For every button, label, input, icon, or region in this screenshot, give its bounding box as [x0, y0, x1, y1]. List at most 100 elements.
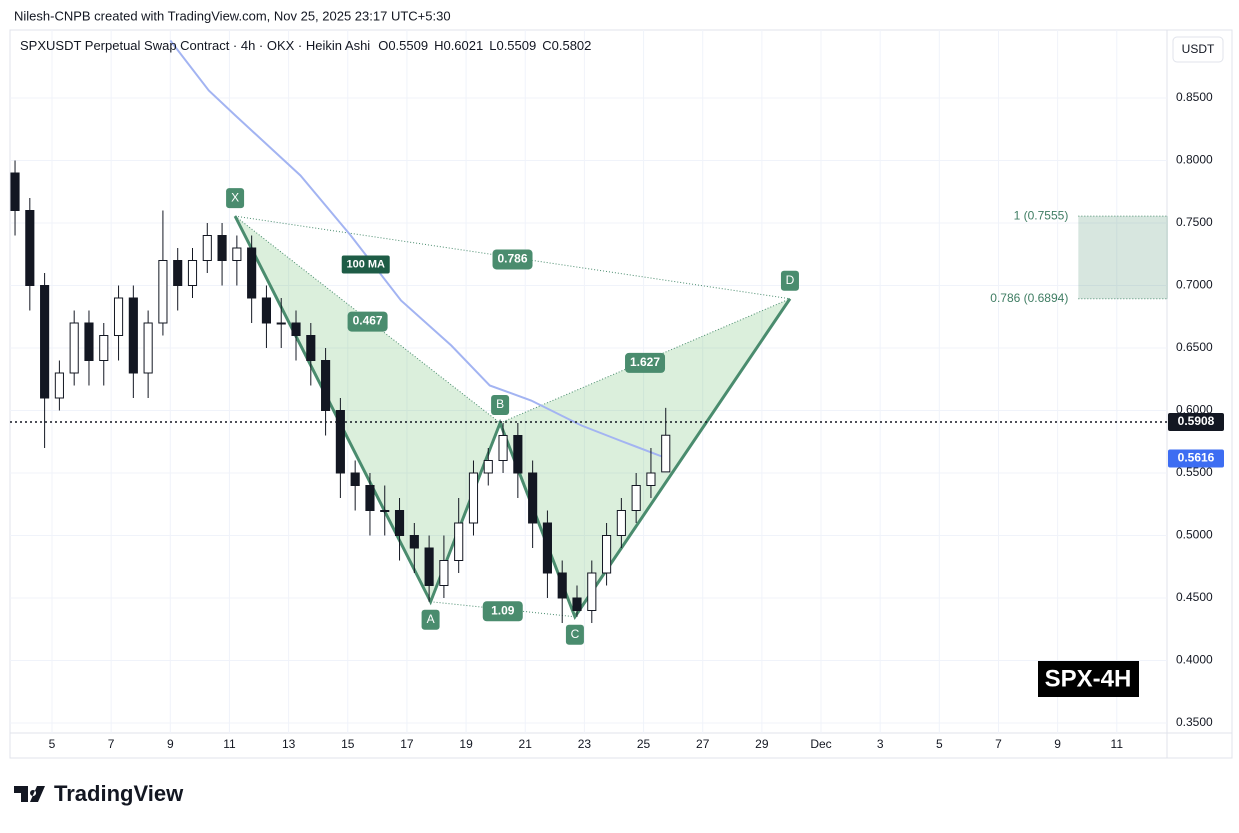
candle-body	[646, 472, 656, 486]
zone-label: 0.786 (0.6894)	[990, 291, 1068, 305]
y-tick-label: 0.4500	[1176, 590, 1213, 604]
zone-label: 1 (0.7555)	[1014, 208, 1069, 222]
point-label-box	[780, 270, 799, 291]
candle-body	[202, 235, 212, 261]
candle-body	[232, 247, 242, 261]
candle-body	[158, 260, 168, 324]
candle-body	[380, 510, 390, 512]
candle-body	[306, 335, 316, 361]
x-tick-label: 17	[400, 737, 414, 751]
point-label-box	[491, 395, 510, 415]
x-tick-label: 21	[519, 737, 533, 751]
candle-body	[557, 572, 567, 599]
x-tick-label: 11	[223, 737, 236, 751]
y-tick-label: 0.5500	[1176, 465, 1213, 479]
ratio-label: 1.09	[491, 603, 515, 617]
candle-body	[542, 522, 552, 574]
pattern-fill	[235, 216, 501, 602]
ohlc-label: C	[542, 38, 551, 53]
pattern-line	[233, 215, 792, 620]
candle-body	[454, 522, 464, 561]
ohlc-label: H	[434, 38, 443, 53]
candle-body	[143, 322, 153, 374]
ratio-label-box	[492, 249, 533, 270]
candle-body	[187, 260, 198, 286]
currency-box	[1172, 36, 1224, 63]
grid	[10, 30, 1167, 733]
x-tick-label: 15	[341, 737, 355, 751]
x-tick-label: 5	[936, 737, 943, 751]
symbol-info: SPXUSDT Perpetual Swap Contract · 4h · O…	[20, 38, 591, 53]
candle-body	[602, 535, 612, 574]
logo-mark	[14, 786, 45, 802]
candle-body	[291, 322, 301, 336]
candle-body	[69, 322, 79, 374]
last-price-box	[1168, 413, 1224, 431]
candle-body	[25, 210, 35, 286]
x-tick-label: 27	[696, 737, 710, 751]
point-label-box	[565, 624, 584, 645]
x-tick-label: 29	[755, 737, 769, 751]
candle-body	[572, 597, 582, 611]
x-tick-label: 11	[1111, 737, 1124, 751]
y-tick-label: 0.6500	[1176, 340, 1213, 354]
point-label: B	[496, 397, 504, 411]
ohlc-label: L	[489, 38, 496, 53]
candle-body	[513, 435, 523, 474]
candle-body	[99, 335, 109, 361]
x-tick-label: 3	[877, 737, 884, 751]
x-tick-label: 5	[49, 737, 56, 751]
frame	[9, 29, 1233, 759]
symbol-name: SPXUSDT Perpetual Swap Contract · 4h · O…	[20, 38, 370, 53]
ohlc-value: 0.6021	[443, 38, 483, 53]
ma-price-box	[1168, 449, 1224, 468]
x-tick-label: 7	[995, 737, 1002, 751]
candle-body	[439, 560, 449, 586]
x-tick-label: 7	[108, 737, 115, 751]
point-label: A	[427, 612, 435, 626]
candle-body	[468, 472, 479, 524]
candle-body	[409, 535, 419, 549]
candle-body	[261, 297, 272, 324]
candle-body	[54, 372, 64, 399]
candle-body	[113, 297, 124, 336]
ma-label-box	[341, 255, 390, 274]
last-price: 0.5908	[1178, 414, 1215, 428]
x-tick-label: Dec	[810, 737, 831, 751]
candle-body	[128, 297, 138, 374]
ratio-label: 0.467	[353, 314, 383, 328]
candle-body	[394, 510, 405, 536]
candle-body	[587, 572, 597, 611]
candle-body	[247, 247, 257, 299]
point-label: D	[786, 273, 795, 287]
ohlc-value: 0.5509	[388, 38, 428, 53]
candle-body	[616, 510, 626, 536]
x-tick-label: 19	[459, 737, 473, 751]
point-label: C	[571, 627, 580, 641]
moving-average	[169, 39, 668, 460]
candle-body	[276, 322, 286, 325]
candle-body	[528, 472, 538, 524]
ratio-label-box	[347, 311, 388, 332]
ratio-label-box	[625, 352, 666, 373]
candle-body	[631, 485, 641, 511]
candle-body	[661, 434, 671, 473]
point-label-box	[226, 188, 245, 209]
logo: TradingView	[54, 781, 184, 806]
candle-body	[350, 472, 360, 486]
ratio-label: 0.786	[498, 252, 528, 266]
badge: SPX-4H	[1045, 665, 1132, 692]
y-tick-label: 0.7000	[1176, 278, 1213, 292]
currency: USDT	[1182, 42, 1215, 56]
y-tick-label: 0.3500	[1176, 715, 1213, 729]
x-tick-label: 13	[282, 737, 296, 751]
target-zone	[1078, 216, 1168, 299]
ratio-label-box	[482, 601, 523, 622]
candle-body	[424, 547, 434, 586]
x-tick-label: 9	[1054, 737, 1061, 751]
attribution: Nilesh-CNPB created with TradingView.com…	[14, 8, 451, 23]
candle-body	[84, 322, 94, 361]
candle-body	[10, 172, 20, 211]
